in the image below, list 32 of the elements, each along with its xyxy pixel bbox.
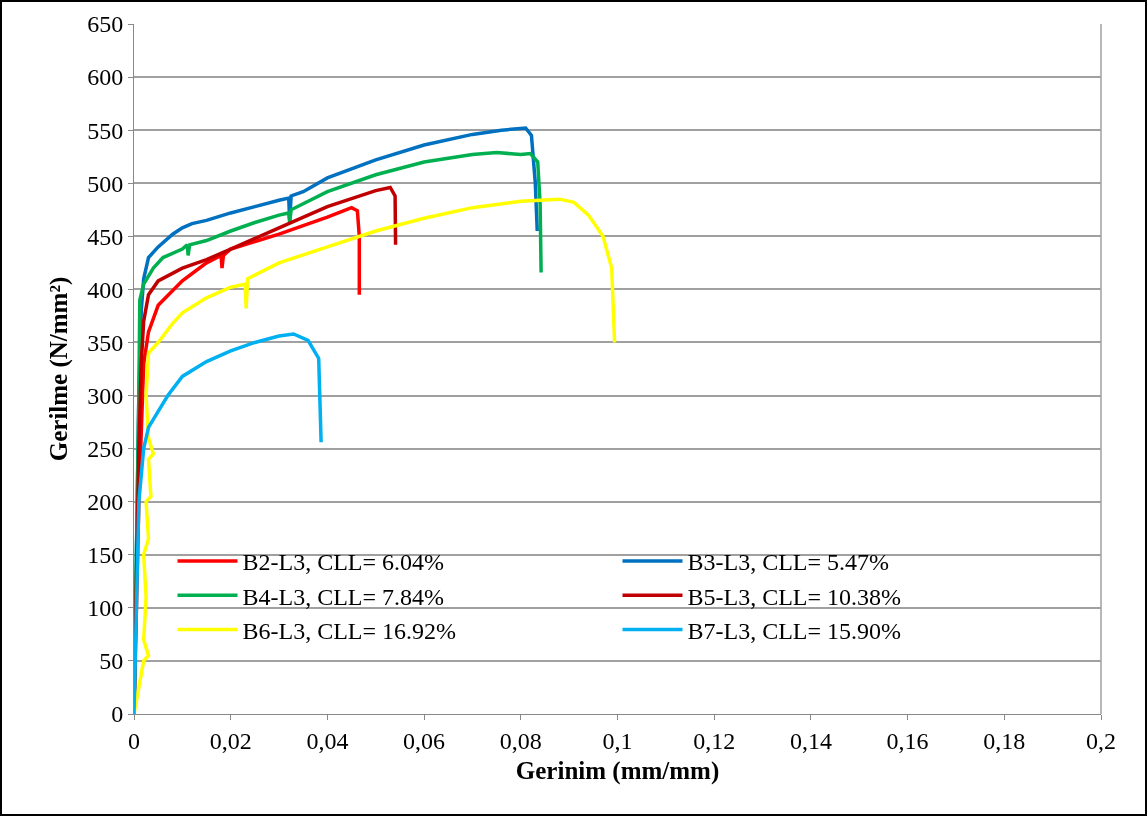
- x-tick-label: 0,04: [306, 727, 349, 754]
- x-tick-label: 0,2: [1086, 727, 1116, 754]
- x-axis-title: Gerinim (mm/mm): [515, 756, 720, 785]
- y-tick-label: 300: [87, 382, 124, 409]
- x-tick-label: 0,08: [499, 727, 542, 754]
- legend-label: B4-L3, CLL= 7.84%: [242, 583, 445, 610]
- x-tick-label: 0,12: [693, 727, 736, 754]
- y-tick-label: 0: [111, 701, 124, 728]
- y-tick-label: 100: [87, 595, 124, 622]
- y-tick-label: 200: [87, 489, 124, 516]
- x-tick-label: 0,18: [983, 727, 1026, 754]
- y-tick-label: 250: [87, 436, 124, 463]
- y-tick-label: 400: [87, 276, 124, 303]
- x-tick-label: 0,1: [602, 727, 633, 754]
- legend-label: B3-L3, CLL= 5.47%: [687, 549, 890, 576]
- y-tick-label: 650: [87, 11, 124, 38]
- legend-label: B6-L3, CLL= 16.92%: [242, 617, 457, 644]
- y-tick-label: 150: [87, 542, 124, 569]
- x-tick-label: 0,16: [886, 727, 929, 754]
- y-tick-label: 50: [99, 648, 124, 675]
- y-tick-label: 600: [87, 64, 124, 91]
- y-tick-label: 500: [87, 170, 124, 197]
- y-tick-label: 550: [87, 117, 124, 144]
- x-tick-label: 0,14: [789, 727, 832, 754]
- y-tick-label: 450: [87, 223, 124, 250]
- legend-label: B2-L3, CLL= 6.04%: [242, 549, 445, 576]
- y-tick-label: 350: [87, 329, 124, 356]
- legend-label: B7-L3, CLL= 15.90%: [687, 617, 902, 644]
- x-tick-label: 0,06: [403, 727, 446, 754]
- x-tick-label: 0,02: [209, 727, 252, 754]
- y-axis-title: Gerilme (N/mm²): [44, 276, 73, 462]
- legend-label: B5-L3, CLL= 10.38%: [687, 583, 902, 610]
